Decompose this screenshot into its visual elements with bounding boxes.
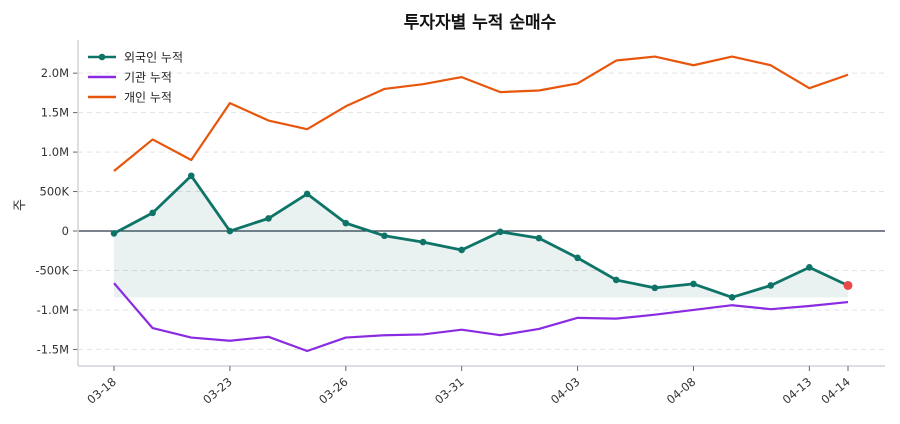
data-point xyxy=(651,284,659,292)
data-point xyxy=(535,234,543,242)
y-tick-label: -1.5M xyxy=(37,342,69,356)
data-point xyxy=(767,282,775,289)
x-tick-label: 04-13 xyxy=(780,375,815,407)
x-tick-label: 03-31 xyxy=(432,375,467,407)
legend-marker xyxy=(98,53,106,61)
data-point xyxy=(419,238,427,246)
series-line xyxy=(113,174,849,299)
data-point xyxy=(265,215,272,222)
x-tick-label: 04-08 xyxy=(664,375,699,407)
data-point xyxy=(458,246,465,254)
data-point xyxy=(690,280,697,288)
chart-title: 투자자별 누적 순매수 xyxy=(404,13,557,33)
y-tick-label: 500K xyxy=(40,185,70,199)
x-tick-label: 03-18 xyxy=(84,375,119,407)
series-line xyxy=(113,55,849,172)
legend-label: 개인 누적 xyxy=(124,91,172,105)
x-tick-label: 03-26 xyxy=(316,375,351,407)
data-point xyxy=(497,228,504,236)
data-point xyxy=(612,276,620,284)
legend-label: 외국인 누적 xyxy=(124,51,183,65)
y-tick-label: -1.0M xyxy=(37,303,69,317)
series-line xyxy=(113,282,849,353)
foreign-area-fill xyxy=(114,175,848,298)
legend-label: 기관 누적 xyxy=(124,71,172,85)
data-point xyxy=(728,294,736,301)
data-point xyxy=(187,172,195,180)
y-tick-label: -500K xyxy=(35,263,69,277)
x-tick-label: 04-03 xyxy=(548,375,583,407)
last-point-marker xyxy=(843,280,853,290)
x-tick-label: 04-14 xyxy=(818,375,853,407)
y-tick-label: 0 xyxy=(62,224,69,238)
data-point xyxy=(110,230,118,237)
data-point xyxy=(149,209,156,217)
y-tick-label: 2.0M xyxy=(41,66,69,80)
data-point xyxy=(303,190,311,198)
y-axis-label: 주 xyxy=(13,199,28,211)
data-point xyxy=(574,254,581,262)
y-tick-label: 1.5M xyxy=(41,106,69,120)
y-tick-label: 1.0M xyxy=(41,145,69,159)
data-point xyxy=(381,232,388,240)
data-point xyxy=(342,219,350,227)
data-point xyxy=(806,264,813,271)
data-point xyxy=(226,227,234,235)
x-tick-label: 03-23 xyxy=(200,375,235,407)
